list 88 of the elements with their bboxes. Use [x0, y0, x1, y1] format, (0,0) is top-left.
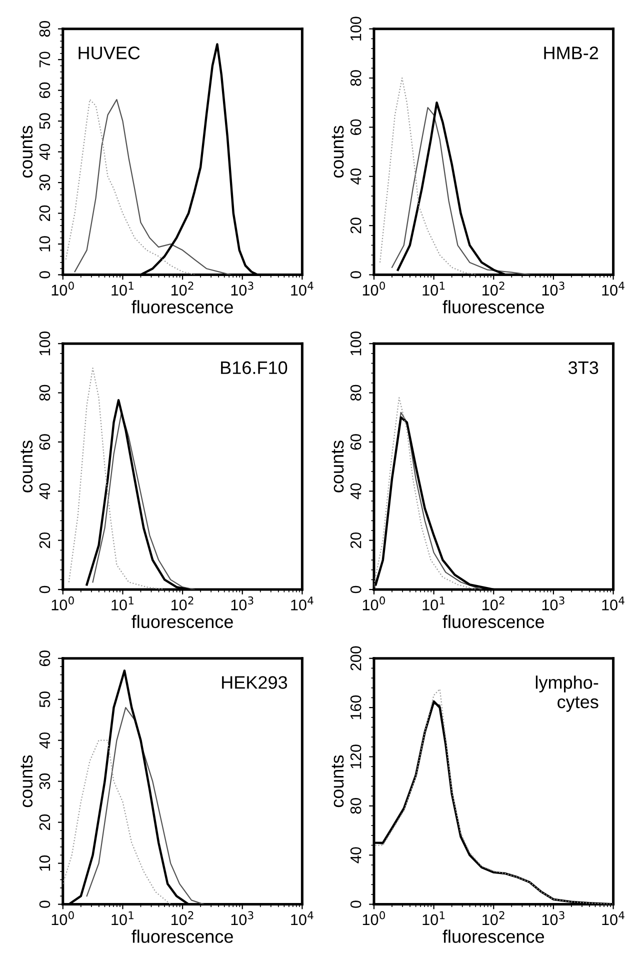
y-tick-label: 20: [39, 205, 50, 222]
x-tick-label: 10$^{2}$: [482, 596, 504, 610]
x-tick-label: 10$^{3}$: [231, 282, 254, 296]
y-tick-label: 50: [39, 113, 50, 129]
y-tick-label: 40: [39, 732, 50, 748]
y-tick-label: 60: [39, 82, 50, 98]
y-tick-label: 120: [350, 744, 362, 768]
y-axis-title: counts: [332, 755, 344, 808]
y-axis-title: counts: [20, 126, 33, 178]
y-tick-label: 0: [39, 586, 50, 594]
y-tick-label: 0: [350, 900, 362, 908]
x-axis-title: fluorescence: [132, 300, 233, 314]
x-tick-label: 10$^{4}$: [602, 282, 624, 296]
x-tick-label: 10$^{0}$: [52, 596, 74, 610]
annotation: HEK293: [222, 676, 288, 689]
x-tick-label: 10$^{0}$: [52, 911, 74, 926]
y-tick-label: 30: [39, 174, 50, 190]
x-tick-label: 10$^{0}$: [362, 911, 385, 926]
y-tick-label: 80: [350, 798, 362, 814]
y-tick-label: 50: [39, 691, 50, 708]
x-tick-label: 10$^{2}$: [171, 282, 194, 296]
y-tick-label: 0: [350, 271, 362, 278]
x-tick-label: 10$^{1}$: [112, 596, 134, 610]
x-axis-title: fluorescence: [132, 930, 233, 943]
y-tick-label: 0: [39, 900, 50, 908]
y-tick-label: 80: [39, 20, 50, 37]
x-tick-label: 10$^{4}$: [291, 282, 314, 296]
x-tick-label: 10$^{2}$: [171, 596, 194, 610]
x-tick-label: 10$^{3}$: [542, 911, 564, 926]
x-axis-title: fluorescence: [442, 930, 544, 943]
y-tick-label: 30: [39, 773, 50, 790]
y-tick-label: 60: [39, 650, 50, 666]
x-tick-label: 10$^{3}$: [542, 596, 564, 610]
y-axis-title: counts: [332, 126, 344, 178]
x-tick-label: 10$^{3}$: [542, 282, 564, 296]
x-axis-title: fluorescence: [442, 614, 544, 628]
y-tick-label: 160: [350, 695, 362, 720]
x-tick-label: 10$^{1}$: [422, 282, 445, 296]
x-tick-label: 10$^{3}$: [231, 911, 254, 926]
x-tick-label: 10$^{2}$: [171, 911, 194, 926]
y-axis-title: counts: [20, 755, 33, 808]
x-tick-label: 10$^{1}$: [422, 911, 445, 926]
y-tick-label: 20: [39, 814, 50, 830]
y-tick-label: 100: [350, 331, 362, 356]
y-tick-label: 100: [350, 16, 362, 40]
y-tick-label: 60: [350, 119, 362, 135]
y-tick-label: 40: [39, 483, 50, 500]
y-tick-label: 40: [350, 483, 362, 500]
x-tick-label: 10$^{0}$: [52, 282, 74, 296]
x-tick-label: 10$^{4}$: [602, 596, 624, 610]
y-tick-label: 0: [39, 271, 50, 278]
y-tick-label: 60: [39, 434, 50, 450]
x-tick-label: 10$^{1}$: [112, 282, 134, 296]
y-tick-label: 40: [350, 168, 362, 185]
y-axis-title: counts: [20, 440, 33, 492]
x-axis-title: fluorescence: [442, 300, 544, 314]
annotation: lympho- cytes: [536, 676, 598, 712]
x-tick-label: 10$^{3}$: [231, 596, 254, 610]
y-tick-label: 200: [350, 646, 362, 670]
y-tick-label: 80: [350, 384, 362, 401]
x-tick-label: 10$^{0}$: [362, 596, 385, 610]
x-tick-label: 10$^{4}$: [291, 911, 314, 926]
x-tick-label: 10$^{4}$: [602, 911, 624, 926]
y-tick-label: 10: [39, 855, 50, 871]
x-tick-label: 10$^{1}$: [112, 911, 134, 926]
y-tick-label: 20: [350, 532, 362, 548]
y-tick-label: 20: [350, 218, 362, 234]
y-tick-label: 10: [39, 236, 50, 252]
x-tick-label: 10$^{2}$: [482, 282, 504, 296]
y-tick-label: 80: [39, 384, 50, 401]
y-axis-title: counts: [332, 440, 344, 492]
x-axis-title: fluorescence: [132, 614, 233, 628]
annotation: HUVEC: [78, 46, 140, 60]
x-tick-label: 10$^{4}$: [291, 596, 314, 610]
x-tick-label: 10$^{2}$: [482, 911, 504, 926]
y-tick-label: 20: [39, 532, 50, 548]
y-tick-label: 0: [350, 586, 362, 594]
y-tick-label: 100: [39, 331, 50, 356]
y-tick-label: 80: [350, 70, 362, 86]
y-tick-label: 60: [350, 434, 362, 450]
y-tick-label: 40: [39, 144, 50, 160]
x-tick-label: 10$^{1}$: [422, 596, 445, 610]
x-tick-label: 10$^{0}$: [362, 282, 385, 296]
y-tick-label: 40: [350, 847, 362, 864]
annotation: 3T3: [568, 361, 598, 374]
annotation: HMB-2: [544, 46, 598, 60]
annotation: B16.F10: [221, 361, 288, 374]
y-tick-label: 70: [39, 52, 50, 68]
